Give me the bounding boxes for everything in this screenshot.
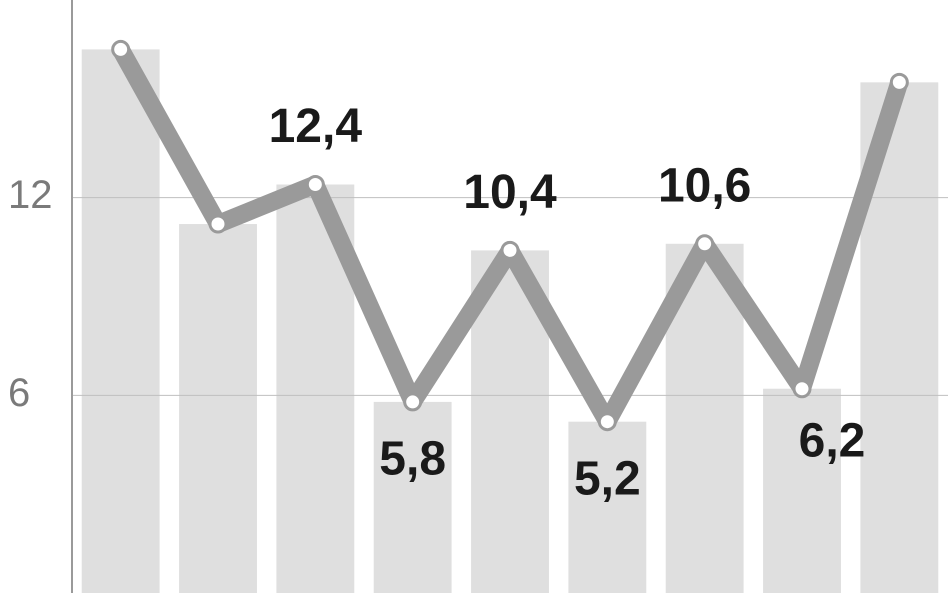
data-point-marker [891, 74, 907, 90]
bar [82, 49, 160, 593]
data-label: 12,4 [269, 100, 363, 153]
bar [568, 422, 646, 593]
data-label: 6,2 [799, 414, 866, 467]
bar [374, 402, 452, 593]
data-label: 5,8 [379, 433, 446, 486]
data-label: 10,4 [463, 166, 557, 219]
data-point-marker [113, 41, 129, 57]
y-tick-label: 12 [8, 173, 53, 217]
data-point-marker [502, 242, 518, 258]
data-point-marker [307, 176, 323, 192]
data-label: 5,2 [574, 452, 641, 505]
data-label: 10,6 [658, 159, 751, 212]
data-point-marker [210, 216, 226, 232]
y-tick-label: 6 [8, 371, 30, 415]
line-chart: 12 6 12,4 5,8 10,4 5,2 10,6 6,2 [0, 0, 948, 593]
data-point-marker [599, 414, 615, 430]
data-point-marker [697, 236, 713, 252]
data-point-marker [794, 381, 810, 397]
data-point-marker [405, 394, 421, 410]
bar [179, 224, 257, 593]
